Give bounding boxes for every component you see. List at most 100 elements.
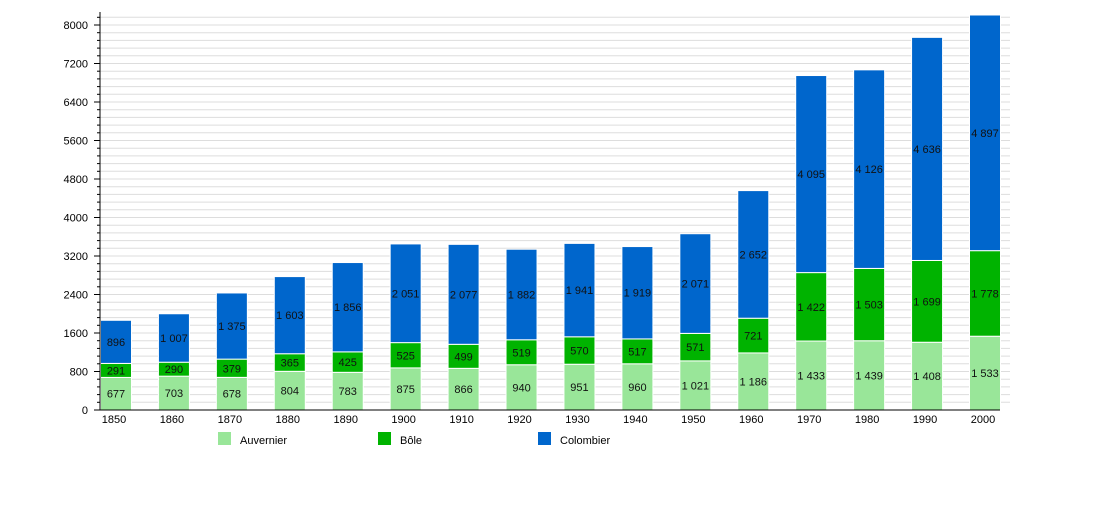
bar-colombier: [505, 248, 538, 341]
bar-colombier: [389, 243, 422, 344]
data-label: 1 533: [971, 368, 999, 380]
data-label: 1 603: [276, 310, 304, 322]
data-label: 291: [107, 365, 125, 377]
bar-bôle: [911, 259, 944, 343]
data-label: 960: [628, 382, 646, 394]
data-label: 1 856: [334, 302, 362, 314]
x-tick-label: 1900: [391, 414, 415, 426]
data-label: 1 919: [624, 288, 652, 300]
x-tick-label: 1860: [160, 414, 184, 426]
data-label: 783: [339, 386, 357, 398]
bar-colombier: [273, 276, 306, 355]
data-label: 1 699: [913, 296, 941, 308]
data-label: 425: [339, 357, 357, 369]
data-label: 2 077: [450, 289, 478, 301]
data-label: 1 021: [682, 380, 710, 392]
bar-auvernier: [447, 367, 480, 411]
x-tick-label: 1960: [739, 414, 763, 426]
x-tick-label: 1870: [218, 414, 242, 426]
x-tick-label: 1940: [623, 414, 647, 426]
x-tick-label: 1850: [102, 414, 126, 426]
bar-auvernier: [505, 364, 538, 411]
bar-colombier: [331, 262, 364, 353]
x-tick-label: 1970: [797, 414, 821, 426]
y-tick-label: 2400: [64, 290, 88, 302]
bar-auvernier: [911, 341, 944, 411]
data-label: 4 636: [913, 144, 941, 156]
bar-bôle: [795, 272, 828, 342]
x-tick-label: 1920: [507, 414, 531, 426]
bar-colombier: [853, 69, 886, 269]
data-label: 1 882: [508, 290, 536, 302]
data-label: 4 095: [797, 169, 825, 181]
bar-bôle: [737, 317, 770, 354]
data-label: 517: [628, 346, 646, 358]
legend-swatch: [538, 432, 551, 445]
bar-auvernier: [331, 371, 364, 411]
legend-swatch: [218, 432, 231, 445]
y-tick-label: 4800: [64, 174, 88, 186]
x-tick-label: 1930: [565, 414, 589, 426]
bar-bôle: [679, 332, 712, 362]
data-label: 804: [281, 386, 299, 398]
bar-colombier: [795, 75, 828, 274]
data-label: 1 941: [566, 285, 594, 297]
legend-label: Bôle: [400, 435, 422, 447]
data-label: 1 422: [797, 302, 825, 314]
data-label: 4 126: [855, 164, 883, 176]
x-tick-label: 1950: [681, 414, 705, 426]
bar-bôle: [621, 338, 654, 365]
data-label: 2 652: [740, 249, 768, 261]
x-tick-label: 1880: [276, 414, 300, 426]
x-tick-label: 1990: [913, 414, 937, 426]
x-tick-label: 1890: [333, 414, 357, 426]
bar-bôle: [853, 267, 886, 342]
data-label: 866: [454, 384, 472, 396]
bar-auvernier: [853, 340, 886, 411]
y-tick-label: 1600: [64, 328, 88, 340]
data-label: 379: [223, 363, 241, 375]
data-label: 1 186: [740, 376, 768, 388]
y-tick-label: 6400: [64, 97, 88, 109]
bar-colombier: [679, 233, 712, 334]
y-tick-label: 0: [82, 405, 88, 417]
bar-colombier: [157, 313, 190, 363]
data-label: 365: [281, 358, 299, 370]
data-label: 1 503: [855, 300, 883, 312]
data-label: 570: [570, 346, 588, 358]
bar-auvernier: [795, 340, 828, 411]
data-label: 2 051: [392, 288, 420, 300]
bar-auvernier: [273, 370, 306, 411]
data-label: 951: [570, 382, 588, 394]
data-label: 1 007: [160, 333, 188, 345]
bar-bôle: [969, 250, 1001, 337]
x-tick-label: 1980: [855, 414, 879, 426]
bar-colombier: [563, 242, 596, 338]
y-tick-label: 4000: [64, 213, 88, 225]
bar-colombier: [215, 292, 248, 360]
bar-colombier: [447, 243, 480, 345]
bar-colombier: [737, 190, 770, 319]
x-tick-label: 1910: [449, 414, 473, 426]
data-label: 896: [107, 337, 125, 349]
bar-auvernier: [679, 360, 712, 411]
y-tick-label: 8000: [64, 20, 88, 32]
data-label: 721: [744, 331, 762, 343]
data-label: 1 778: [971, 288, 999, 300]
data-label: 678: [223, 389, 241, 401]
bar-bôle: [389, 342, 422, 369]
data-label: 875: [396, 384, 414, 396]
y-tick-label: 7200: [64, 59, 88, 71]
y-tick-label: 5600: [64, 136, 88, 148]
legend-label: Colombier: [560, 435, 610, 447]
data-label: 677: [107, 389, 125, 401]
data-label: 1 375: [218, 321, 246, 333]
data-label: 519: [512, 347, 530, 359]
data-label: 1 408: [913, 371, 941, 383]
y-tick-label: 3200: [64, 251, 88, 263]
bar-colombier: [621, 246, 654, 340]
data-label: 290: [165, 364, 183, 376]
data-label: 4 897: [971, 128, 999, 140]
bar-bôle: [563, 336, 596, 365]
